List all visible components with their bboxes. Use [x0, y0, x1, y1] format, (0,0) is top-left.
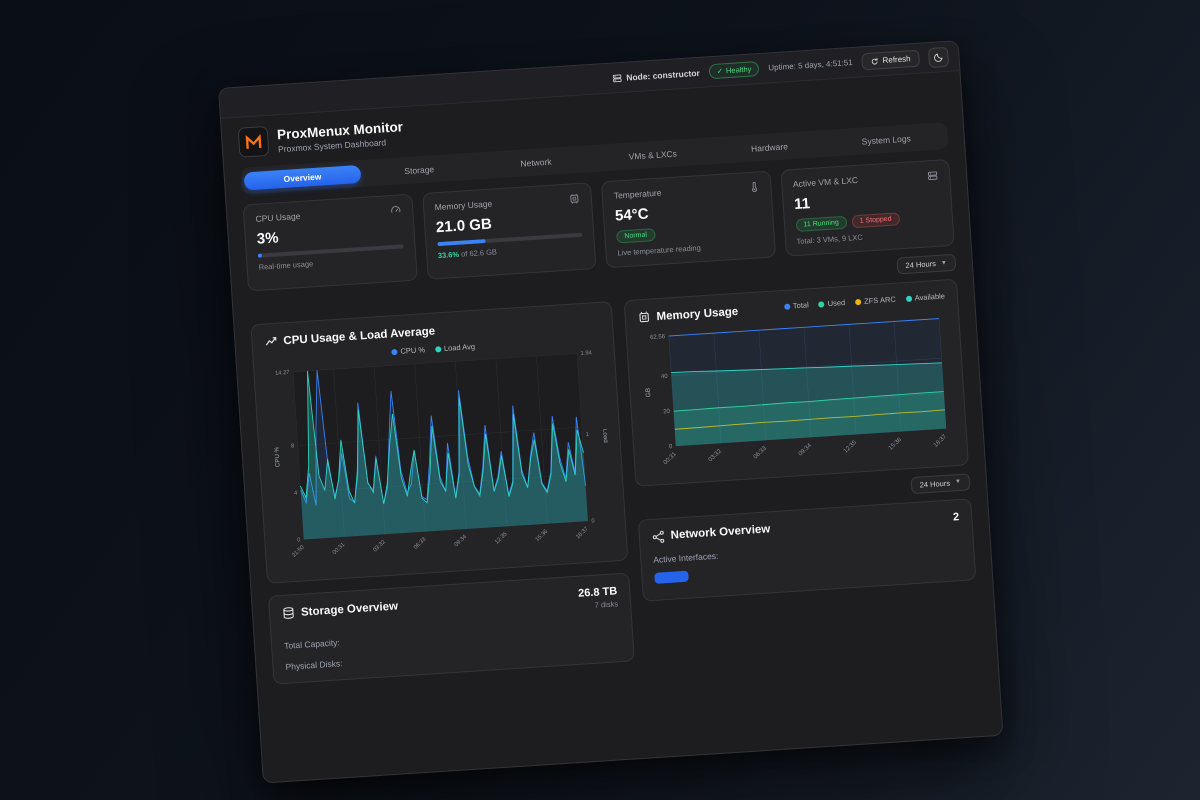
svg-text:12:35: 12:35	[494, 531, 509, 545]
memory-chart-legend: Total Used ZFS ARC Available	[783, 292, 945, 311]
thermometer-icon	[751, 181, 757, 193]
network-panel-title: Network Overview	[670, 523, 771, 543]
storage-total-value: 26.8 TB	[577, 585, 618, 600]
svg-text:06:33: 06:33	[413, 537, 428, 551]
svg-text:09:34: 09:34	[454, 533, 469, 548]
gauge-icon	[390, 206, 400, 213]
cpu-chart-title: CPU Usage & Load Average	[283, 325, 436, 347]
theme-toggle-button[interactable]	[927, 46, 950, 68]
vm-stopped-badge: 1 Stopped	[851, 212, 900, 229]
network-overview-panel: Network Overview 2 Active Interfaces:	[637, 498, 977, 602]
svg-text:Load: Load	[601, 429, 609, 444]
refresh-icon	[871, 57, 878, 64]
svg-text:1.94: 1.94	[580, 350, 592, 357]
tab-overview[interactable]: Overview	[243, 164, 362, 190]
cpu-load-chart: 0 4 8 14.27 0 1 1.94 21:50 00:31 03:32 06:33 09:34 1…	[273, 350, 609, 559]
svg-text:12:35: 12:35	[843, 439, 859, 454]
dashboard-window: Node: constructor ✓ Healthy Uptime: 5 da…	[218, 40, 1004, 784]
app-header: ProxMenux Monitor Proxmox System Dashboa…	[221, 71, 963, 167]
tab-storage[interactable]: Storage	[404, 163, 435, 176]
memory-chip-icon	[639, 311, 649, 323]
svg-text:18:37: 18:37	[933, 434, 949, 449]
network-icon	[652, 530, 665, 543]
temperature-value: 54°C	[614, 205, 650, 225]
storage-panel-title: Storage Overview	[300, 600, 399, 619]
refresh-button[interactable]: Refresh	[861, 49, 921, 71]
memory-chart-panel: Memory Usage Total Used ZFS ARC Available 0…	[623, 278, 969, 487]
right-column: Memory Usage Total Used ZFS ARC Available 0…	[623, 278, 977, 602]
memory-chart-title: Memory Usage	[656, 305, 739, 323]
server-stack-icon	[927, 171, 938, 181]
memory-chart: 0 20 40 62.56 00:31 03:32 06:33 09:34 12:35 15:36…	[645, 318, 949, 466]
svg-text:15:36: 15:36	[535, 529, 550, 543]
tab-network[interactable]: Network	[520, 156, 552, 169]
svg-text:06:33: 06:33	[753, 445, 769, 460]
svg-text:0: 0	[669, 444, 673, 450]
memory-card-title: Memory Usage	[434, 198, 493, 213]
active-vm-lxc-card: Active VM & LXC 11 11 Running 1 Stopped …	[779, 158, 955, 257]
svg-text:8: 8	[291, 443, 295, 449]
svg-text:00:31: 00:31	[332, 542, 347, 556]
temperature-card: Temperature 54°C Normal Live temperature…	[600, 170, 776, 269]
network-interfaces-count: 2	[952, 510, 960, 524]
memory-time-range-select[interactable]: 24 Hours ▼	[910, 473, 971, 495]
cpu-card-title: CPU Usage	[255, 210, 301, 224]
svg-text:0: 0	[297, 537, 301, 543]
cpu-chart-panel: CPU Usage & Load Average CPU % Load Avg 0…	[250, 301, 629, 584]
svg-text:03:32: 03:32	[708, 448, 724, 463]
svg-text:CPU %: CPU %	[273, 446, 281, 467]
svg-text:40: 40	[661, 374, 669, 380]
moon-icon	[934, 52, 943, 62]
trending-icon	[265, 336, 277, 346]
storage-overview-panel: Storage Overview 26.8 TB 7 disks Total C…	[267, 572, 635, 685]
node-label: Node: constructor	[625, 67, 701, 83]
temperature-card-title: Temperature	[613, 187, 662, 201]
svg-text:20: 20	[663, 409, 671, 415]
health-badge: ✓ Healthy	[708, 61, 760, 80]
storage-disks-caption: 7 disks	[594, 599, 619, 610]
svg-text:0: 0	[591, 518, 595, 524]
interface-badge	[654, 570, 689, 584]
svg-text:18:37: 18:37	[575, 526, 590, 540]
main-grid: CPU Usage & Load Average CPU % Load Avg 0…	[250, 278, 980, 685]
svg-text:14.27: 14.27	[275, 370, 290, 377]
time-range-select[interactable]: 24 Hours ▼	[895, 253, 957, 275]
tab-hardware[interactable]: Hardware	[750, 140, 789, 154]
uptime-label: Uptime: 5 days, 4:51:51	[768, 58, 853, 73]
node-indicator: Node: constructor	[612, 67, 700, 83]
app-logo	[237, 125, 270, 158]
proxmenux-logo-icon	[245, 134, 262, 149]
cpu-value: 3%	[256, 229, 280, 248]
vm-count-value: 11	[793, 195, 811, 214]
memory-chip-icon	[570, 193, 579, 204]
svg-text:62.56: 62.56	[650, 334, 666, 341]
svg-text:4: 4	[294, 490, 298, 496]
tab-vms-lxcs[interactable]: VMs & LXCs	[628, 148, 678, 162]
svg-text:GB: GB	[645, 388, 653, 398]
chevron-down-icon: ▼	[940, 259, 947, 267]
database-icon	[283, 607, 294, 619]
svg-text:00:31: 00:31	[663, 451, 679, 466]
memory-value: 21.0 GB	[435, 215, 493, 237]
check-icon: ✓	[716, 66, 724, 76]
svg-text:1: 1	[586, 432, 590, 438]
memory-usage-card: Memory Usage 21.0 GB 33.6% of 62.6 GB	[421, 182, 597, 280]
stat-cards: CPU Usage 3% Real-time usage Memory Usag…	[242, 158, 955, 292]
vm-running-badge: 11 Running	[795, 215, 848, 233]
svg-text:09:34: 09:34	[798, 442, 814, 457]
left-column: CPU Usage & Load Average CPU % Load Avg 0…	[250, 301, 635, 685]
svg-text:03:32: 03:32	[372, 539, 387, 553]
chevron-down-icon: ▼	[954, 479, 962, 486]
vm-card-title: Active VM & LXC	[792, 174, 859, 190]
svg-text:21:50: 21:50	[291, 544, 306, 558]
svg-text:15:36: 15:36	[888, 436, 904, 451]
topbar: Node: constructor ✓ Healthy Uptime: 5 da…	[219, 41, 960, 119]
cpu-usage-card: CPU Usage 3% Real-time usage	[242, 193, 418, 292]
tab-system-logs[interactable]: System Logs	[861, 132, 912, 147]
server-icon	[612, 73, 622, 82]
temperature-status-badge: Normal	[616, 228, 656, 244]
